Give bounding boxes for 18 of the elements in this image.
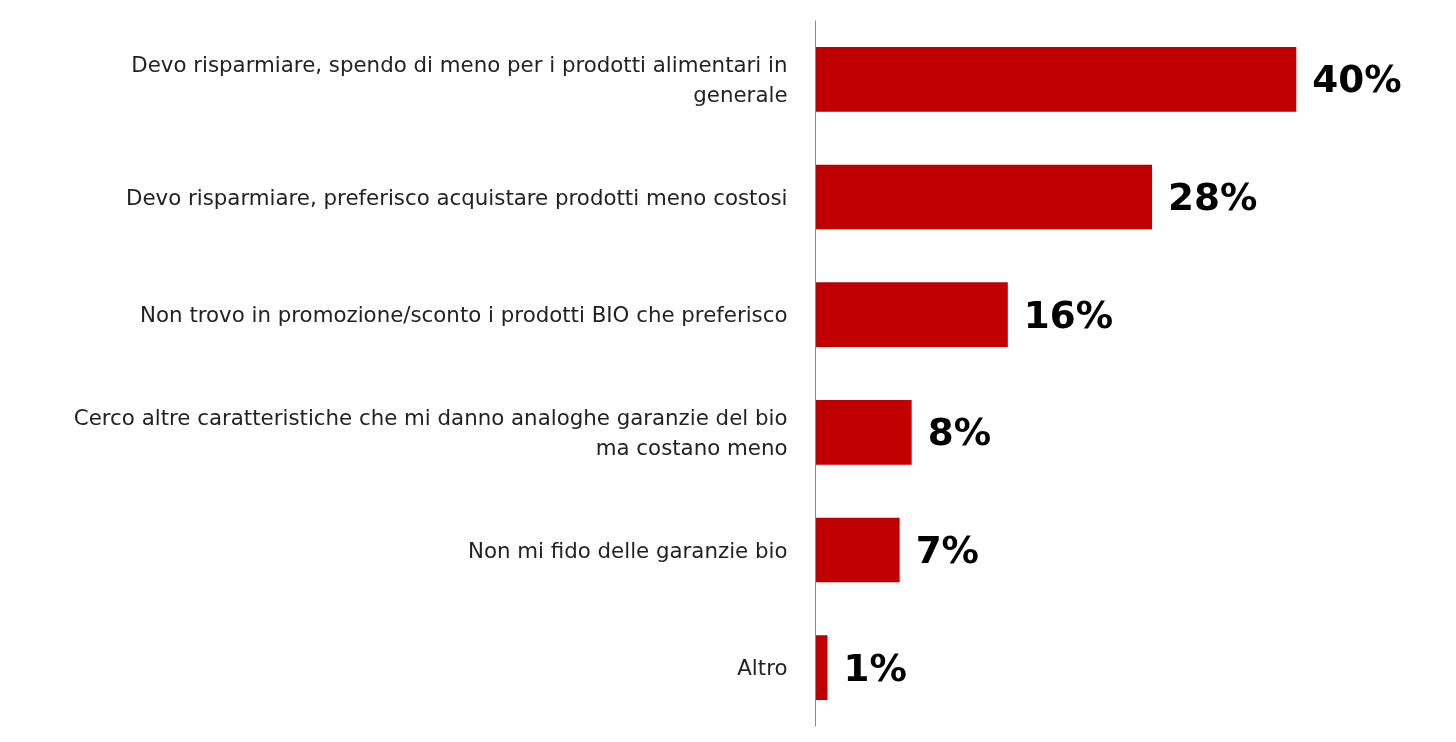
data-label: 1% xyxy=(843,645,907,690)
y-tick-label: Altro xyxy=(737,655,788,681)
bar xyxy=(815,635,828,701)
y-tick-label: Devo risparmiare, preferisco acquistare prodotti meno costosi xyxy=(125,184,788,210)
y-tick-label: Cerco altre caratteristiche che mi danno analoghe garanzie del bio ma costano meno xyxy=(73,404,788,460)
bar xyxy=(815,46,1297,112)
bar xyxy=(815,282,1008,348)
y-tick-label: Non trovo in promozione/sconto i prodotti BIO che preferisco xyxy=(140,302,788,328)
data-label: 7% xyxy=(915,528,980,572)
data-label: 40% xyxy=(1312,57,1402,102)
data-label: 8% xyxy=(927,410,992,455)
data-label: 28% xyxy=(1168,175,1258,219)
bar xyxy=(815,399,912,465)
y-tick-label: Non mi fido delle garanzie bio xyxy=(468,537,788,563)
bar xyxy=(815,164,1153,230)
data-label: 16% xyxy=(1023,292,1114,337)
y-tick-label: Devo risparmiare, spendo di meno per i prodotti alimentari in generale xyxy=(131,51,788,107)
bar xyxy=(815,517,900,583)
